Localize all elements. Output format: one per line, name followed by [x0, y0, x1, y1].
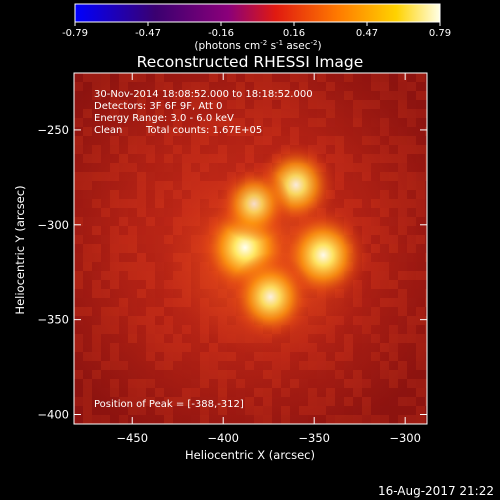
chart-title: Reconstructed RHESSI Image	[137, 53, 364, 71]
colorbar-tick-label: -0.79	[62, 28, 88, 39]
footer-date: 16-Aug-2017 21:22	[378, 484, 494, 498]
colorbar-tick-label: 0.79	[429, 28, 451, 39]
annotation-block: 30-Nov-2014 18:08:52.000 to 18:18:52.000…	[94, 89, 313, 136]
annotation-time: 30-Nov-2014 18:08:52.000 to 18:18:52.000	[94, 89, 313, 100]
x-tick-label: −350	[298, 431, 330, 445]
colorbar-tick-label: 0.47	[356, 28, 378, 39]
axis-ticks: −450 −400 −350 −300 −250 −300 −350 −400	[37, 73, 427, 445]
annotation-detectors: Detectors: 3F 6F 9F, Att 0	[94, 101, 222, 112]
annotation-counts: Total counts: 1.67E+05	[145, 125, 262, 136]
y-tick-label: −400	[37, 408, 69, 422]
y-axis-label: Heliocentric Y (arcsec)	[13, 185, 27, 314]
colorbar-tick-label: 0.16	[283, 28, 305, 39]
colorbar-tick-label: -0.47	[135, 28, 161, 39]
x-tick-label: −300	[389, 431, 421, 445]
annotation-algorithm: Clean	[94, 125, 122, 136]
x-axis-label: Heliocentric X (arcsec)	[185, 448, 315, 462]
source-blob	[228, 252, 313, 341]
x-tick-label: −400	[207, 431, 239, 445]
colorbar-tick-label: -0.16	[208, 28, 234, 39]
colorbar	[74, 3, 441, 23]
peak-label: Position of Peak = [-388,-312]	[94, 399, 244, 410]
x-tick-label: −450	[116, 431, 148, 445]
colorbar-unit: (photons cm-2 s-1 asec-2)	[194, 39, 321, 52]
source-blob	[217, 165, 291, 243]
colorbar-ticks: -0.79 -0.47 -0.16 0.16 0.47 0.79	[62, 22, 451, 39]
heatmap-image	[74, 73, 427, 424]
annotation-energy: Energy Range: 3.0 - 6.0 keV	[94, 113, 234, 124]
y-tick-label: −250	[37, 123, 69, 137]
plot-frame	[73, 72, 428, 425]
y-tick-label: −350	[37, 313, 69, 327]
sources	[197, 142, 368, 341]
y-tick-label: −300	[37, 218, 69, 232]
